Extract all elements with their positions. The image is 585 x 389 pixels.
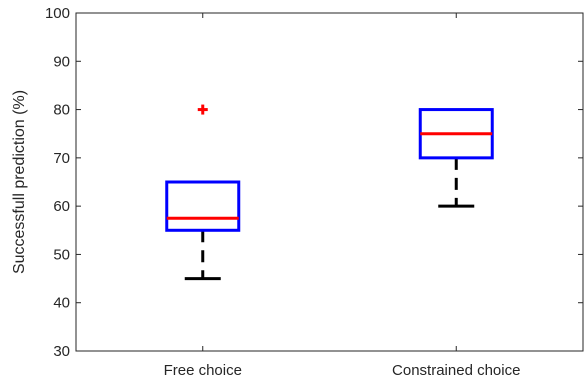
box-1 [418,108,494,208]
y-tick-label: 100 [45,5,70,22]
outlier-marker [197,104,208,115]
y-axis-label: Successfull prediction (%) [11,90,28,274]
x-tick-label: Free choice [164,362,242,379]
x-tick-label: Constrained choice [392,362,520,379]
boxes [165,104,494,281]
box-iqr [165,180,241,232]
box-0 [165,104,241,281]
y-tick-label: 70 [53,150,70,167]
y-tick-label: 90 [53,53,70,70]
x-axis-ticks: Free choice Constrained choice [164,13,520,379]
y-axis-ticks: 30 40 50 60 70 80 90 100 [45,5,583,360]
plot-frame [75,12,584,352]
y-tick-label: 80 [53,102,70,119]
y-tick-label: 50 [53,246,70,263]
y-tick-label: 60 [53,198,70,215]
y-tick-label: 40 [53,295,70,312]
y-tick-label: 30 [53,343,70,360]
axes [75,12,584,352]
